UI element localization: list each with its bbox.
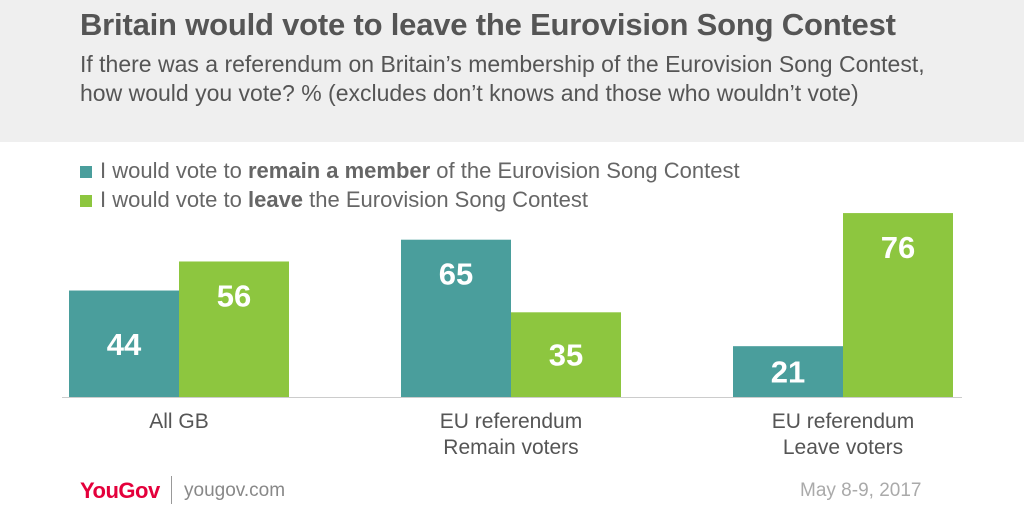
legend-label-leave: I would vote to leave the Eurovision Son… [100, 186, 588, 212]
data-label-remain-2: 21 [771, 355, 805, 390]
legend-swatch-leave [80, 194, 92, 207]
data-label-leave-1: 35 [549, 338, 583, 373]
footer-date: May 8-9, 2017 [800, 480, 922, 501]
header-band: Britain would vote to leave the Eurovisi… [0, 0, 1024, 142]
footer-url: yougov.com [184, 480, 286, 501]
bar-remain-1 [401, 239, 511, 397]
footer-divider [171, 476, 172, 504]
bar-remain-2 [733, 346, 843, 397]
legend-swatch-remain [80, 165, 92, 178]
legend-item-leave: I would vote to leave the Eurovision Son… [80, 185, 740, 214]
category-label-1-0: EU referendum [440, 410, 582, 433]
category-label-2-0: EU referendum [772, 410, 914, 433]
legend-label-remain: I would vote to remain a member of the E… [100, 157, 740, 183]
bar-leave-0 [179, 261, 289, 397]
legend-item-remain: I would vote to remain a member of the E… [80, 156, 740, 185]
legend: I would vote to remain a member of the E… [80, 156, 740, 214]
bar-leave-2 [843, 213, 953, 397]
data-label-remain-1: 65 [439, 257, 473, 292]
data-label-remain-0: 44 [107, 327, 142, 362]
category-label-1-1: Remain voters [443, 436, 578, 459]
bar-remain-0 [69, 290, 179, 397]
data-label-leave-0: 56 [217, 278, 251, 313]
category-label-2-1: Leave voters [783, 436, 903, 459]
bar-leave-1 [511, 312, 621, 397]
chart-subtitle: If there was a referendum on Britain’s m… [80, 51, 925, 106]
yougov-logo: YouGov [80, 478, 160, 503]
category-label-0-0: All GB [149, 410, 209, 433]
chart-title: Britain would vote to leave the Eurovisi… [80, 7, 896, 42]
data-label-leave-2: 76 [881, 230, 915, 265]
